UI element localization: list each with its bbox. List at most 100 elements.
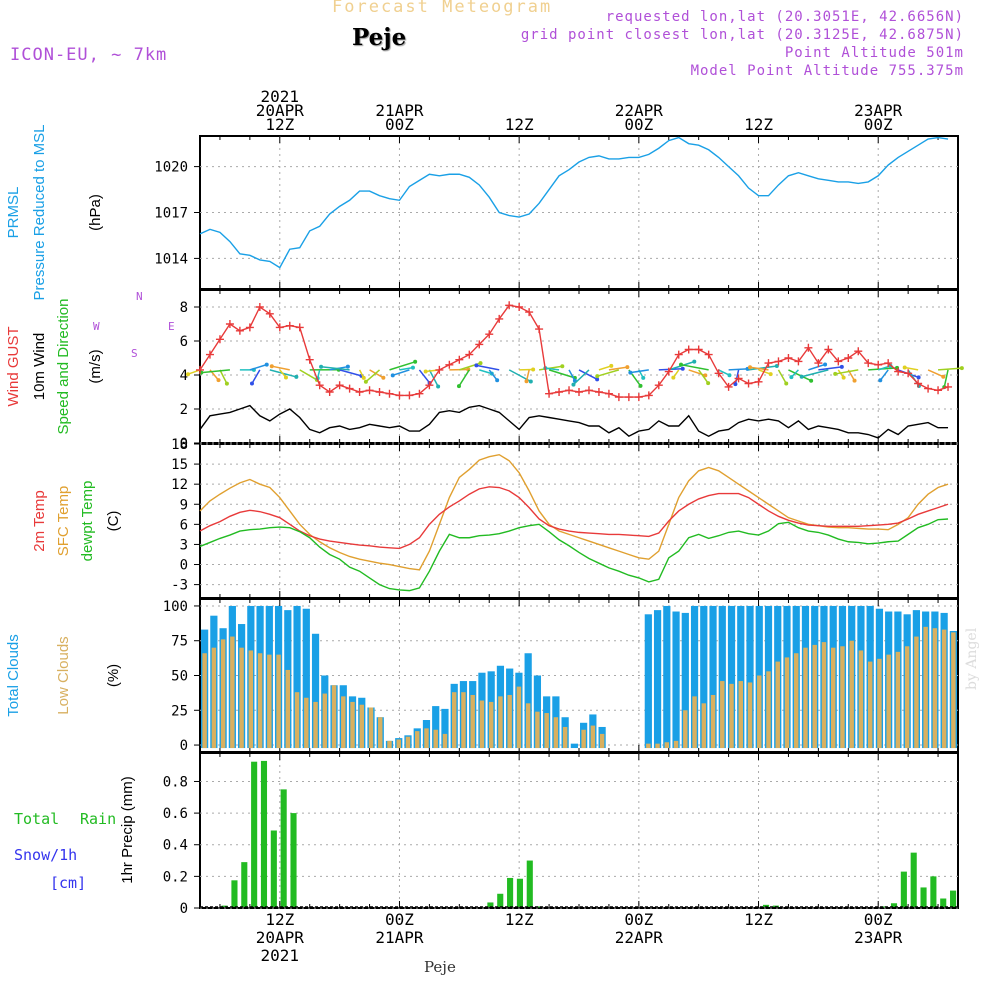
gust-marker — [864, 359, 873, 368]
bar2-clouds — [840, 646, 845, 749]
bar2-clouds — [812, 644, 817, 749]
wind-arrow — [219, 369, 228, 385]
compass-west: W — [93, 320, 100, 333]
wind-arrow-head — [823, 362, 828, 367]
gust-marker — [794, 357, 803, 366]
precip-frame — [199, 752, 959, 909]
wind-arrow-head — [852, 378, 857, 383]
gust-marker — [435, 365, 444, 374]
gust-marker — [285, 321, 294, 330]
top-time-label: 00Z — [385, 115, 414, 134]
wind-arrow-head — [789, 375, 794, 380]
gust-marker — [664, 367, 673, 376]
bar2-clouds — [239, 647, 244, 749]
gust-marker — [714, 369, 723, 378]
y-tick-label: 0 — [180, 436, 188, 452]
panel-label: Total Clouds — [5, 634, 22, 717]
bar2-clouds — [599, 733, 605, 749]
wind-arrow — [835, 369, 859, 375]
bar2-clouds — [775, 661, 780, 749]
wind-arrow-head — [283, 375, 288, 380]
bar-clouds — [709, 605, 717, 749]
wind-arrow — [538, 365, 563, 371]
wind-arrow-head — [706, 381, 711, 386]
gust-marker — [684, 345, 693, 354]
gust-marker — [475, 340, 484, 349]
bar-precip — [487, 902, 494, 907]
bar-precip — [536, 906, 543, 908]
gust-marker — [824, 345, 833, 354]
wind-arrow — [788, 369, 812, 382]
wind-arrow-head — [571, 382, 576, 387]
wind-panel: 0 2 4 6 8 N S W E Wind GUST 10m Wind Speed and Dire… — [5, 289, 964, 452]
bar2-clouds — [581, 729, 586, 749]
y-tick-label: 8 — [180, 300, 188, 316]
compass-south: S — [131, 347, 138, 360]
gust-marker — [205, 350, 214, 359]
bar2-clouds — [886, 654, 891, 749]
gust-marker — [455, 355, 464, 364]
top-time-label: 00Z — [624, 115, 653, 134]
y-tick-label: 0 — [180, 901, 188, 917]
bar2-clouds — [405, 736, 411, 749]
top-time-label: 2021 — [261, 87, 300, 106]
wind-arrow-head — [361, 375, 366, 380]
wind-arrow-head — [833, 371, 838, 376]
bar2-clouds — [396, 739, 401, 749]
wind-arrow — [418, 369, 431, 384]
wind-arrow-head — [784, 381, 789, 386]
bar-precip — [900, 871, 907, 907]
wind-arrow-head — [363, 379, 368, 384]
bar-precip — [516, 878, 523, 907]
y-tick-label: 9 — [180, 497, 188, 513]
bar2-clouds — [294, 692, 300, 749]
bar2-clouds — [498, 696, 503, 749]
wind-arrow-head — [733, 382, 738, 387]
bar2-clouds — [433, 729, 438, 749]
wind-arrow — [271, 365, 290, 371]
bottom-time-label: 00Z — [624, 910, 653, 929]
wind-arrow-head — [524, 379, 529, 384]
wind-arrow — [734, 369, 740, 385]
gust-marker — [575, 388, 583, 396]
gust-marker — [894, 367, 903, 376]
panel-label: (C) — [105, 511, 122, 532]
precip-panel: 0 0.2 0.4 0.6 0.8 — [163, 752, 959, 917]
wind-frame — [199, 289, 959, 444]
bar2-clouds — [701, 703, 707, 749]
bar2-clouds — [535, 711, 540, 749]
bar-precip — [920, 887, 927, 907]
wind-arrow — [458, 369, 470, 387]
bar2-clouds — [313, 701, 318, 749]
chart-title: Forecast Meteogram — [332, 0, 553, 17]
bar2-clouds — [803, 647, 808, 749]
bar-precip — [762, 904, 770, 907]
wind-arrow — [943, 369, 949, 388]
gust-marker — [644, 391, 653, 400]
wind-arrow-head — [809, 378, 814, 383]
wind-arrow-head — [269, 364, 274, 369]
bottom-time-label: 2021 — [261, 946, 300, 965]
clouds-panel: 0 25 50 75 100 Total Clouds Low Clouds (%) — [5, 598, 959, 754]
wind-arrow-head — [413, 359, 418, 364]
wind-arrow — [597, 369, 620, 377]
point-altitude: Point Altitude 501m — [784, 45, 964, 61]
y-tick-label: 6 — [180, 517, 188, 533]
gust-marker — [814, 359, 823, 368]
wind-arrow-head — [841, 375, 846, 380]
gust-marker — [405, 391, 414, 400]
bar2-clouds — [322, 693, 328, 749]
gust-marker — [764, 359, 773, 368]
gust-marker — [425, 381, 434, 390]
wind-arrow — [251, 369, 261, 384]
wind-arrow-head — [436, 384, 441, 389]
wind-arrow — [801, 369, 829, 378]
gridpoint-coords: grid point closest lon,lat (20.3125E, 42… — [520, 27, 964, 43]
gust-marker — [874, 360, 883, 369]
wind-arrow — [630, 369, 649, 374]
panel-label: 10m Wind — [31, 333, 48, 401]
gust-marker — [604, 389, 613, 398]
wind-arrow — [728, 368, 748, 371]
compass-north: N — [136, 290, 143, 303]
